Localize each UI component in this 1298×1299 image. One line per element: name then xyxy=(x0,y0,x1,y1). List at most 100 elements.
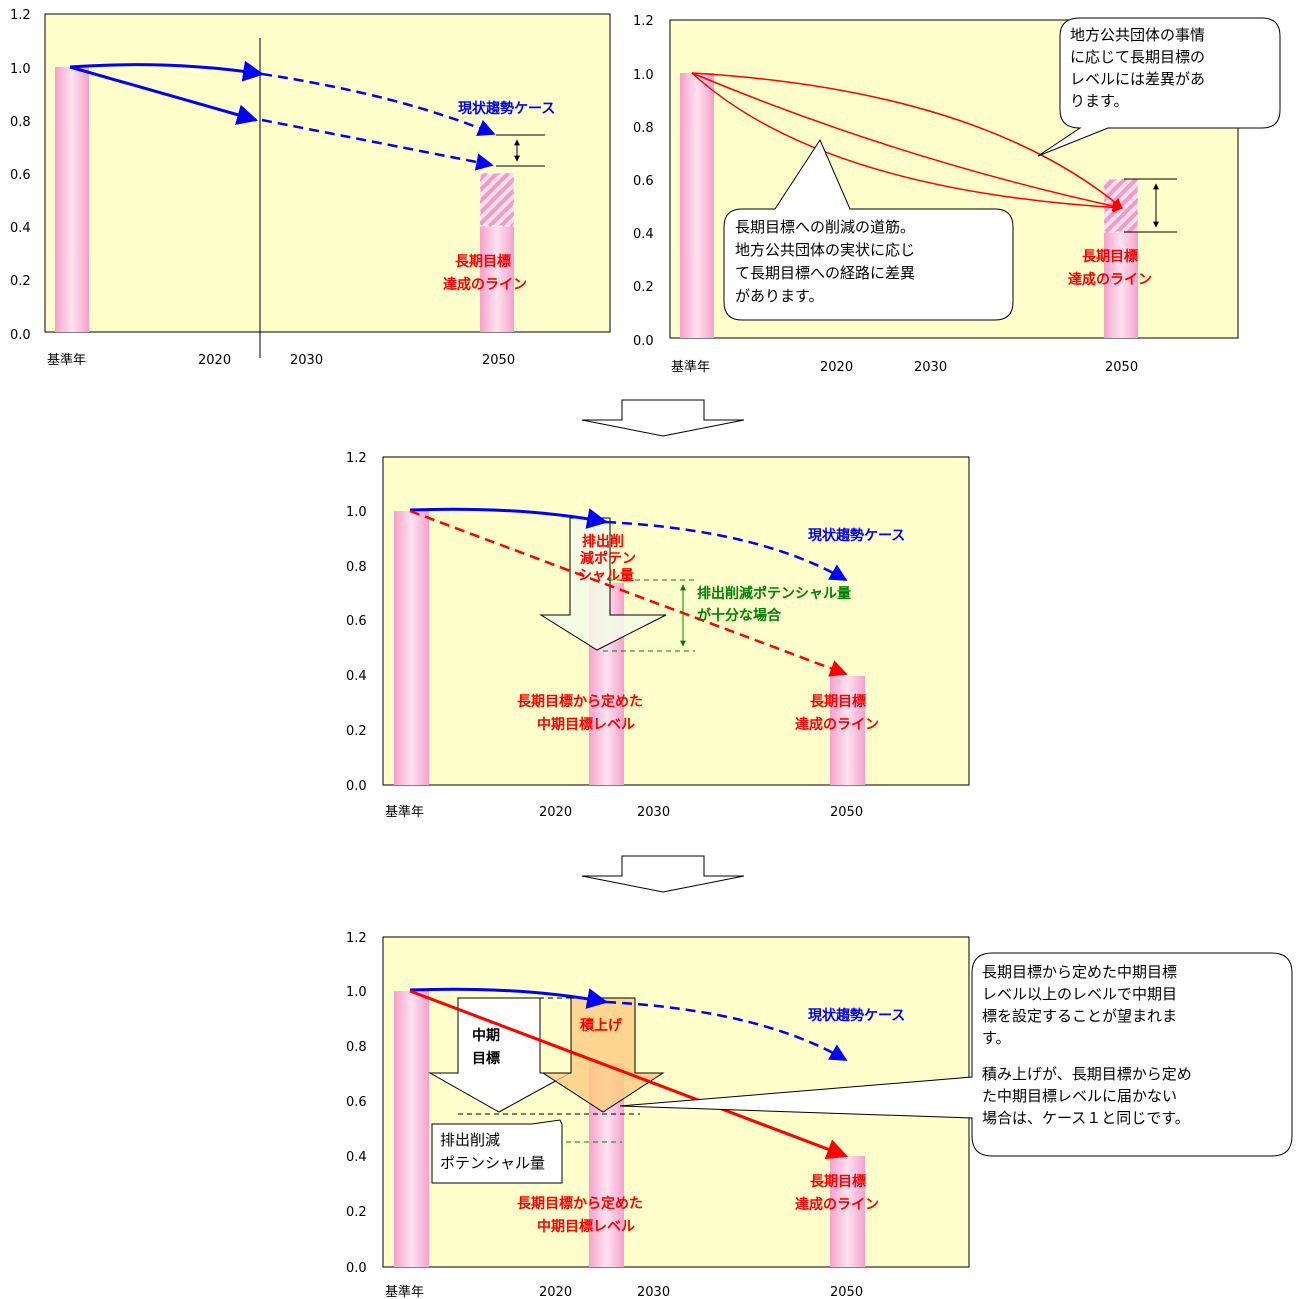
y-tick: 0.4 xyxy=(346,1150,367,1165)
x-tick: 2050 xyxy=(830,1285,863,1299)
trend-label: 現状趨勢ケース xyxy=(808,1007,905,1024)
bar-base-year xyxy=(55,67,89,332)
path-line-2 xyxy=(691,72,1124,212)
lower-line-dashed xyxy=(261,118,494,171)
y-tick: 0.6 xyxy=(633,174,654,189)
x-tick: 2050 xyxy=(482,353,515,368)
y-tick: 0.2 xyxy=(346,724,367,739)
bar-2050 xyxy=(830,676,865,785)
y-tick: 1.2 xyxy=(633,14,654,29)
mid-label-2: 中期目標レベル xyxy=(537,716,635,733)
target-label-2: 達成のライン xyxy=(443,276,527,293)
trend-line-dashed xyxy=(605,1000,848,1062)
callout-3-line: 標を設定することが望まれま xyxy=(982,1007,1177,1025)
target-label-1: 長期目標 xyxy=(810,693,866,710)
target-line-solid xyxy=(409,989,848,1160)
trend-line-solid xyxy=(409,507,609,529)
chart-3: 1.2 1.0 0.8 0.6 0.4 0.2 0.0 排出削 減ポテン シャル… xyxy=(346,451,970,820)
mid-arrow-label-2: 目標 xyxy=(472,1050,500,1067)
bar-base-year xyxy=(394,991,429,1267)
target-label-1: 長期目標 xyxy=(1082,248,1138,265)
y-tick: 0.0 xyxy=(346,1261,367,1276)
flow-arrow-down xyxy=(581,855,745,893)
potential-callout-line: 排出削減 xyxy=(440,1131,500,1149)
target-label-2: 達成のライン xyxy=(795,716,879,733)
callout-3-line: た中期目標レベルに届かない xyxy=(982,1087,1177,1105)
chart-2: 1.2 1.0 0.8 0.6 0.4 0.2 0.0 長期目標 達成のライン … xyxy=(633,14,1281,375)
target-label-2: 達成のライン xyxy=(1068,271,1152,288)
path-line-1 xyxy=(691,72,1123,209)
y-tick: 0.6 xyxy=(10,168,31,183)
x-tick: 基準年 xyxy=(385,1284,424,1299)
callout-1-line: ります。 xyxy=(1070,92,1129,110)
flow-arrow-down xyxy=(581,399,745,437)
y-tick: 1.0 xyxy=(633,68,654,83)
x-tick: 2020 xyxy=(539,805,572,820)
x-tick: 基準年 xyxy=(671,359,710,375)
callout-3-line: 場合は、ケース１と同じです。 xyxy=(982,1109,1190,1127)
x-tick-labels: 基準年 2020 2030 2050 xyxy=(385,1284,863,1299)
potential-callout xyxy=(431,1119,563,1184)
potential-label-1: 排出削減ポテンシャル量 xyxy=(697,585,851,602)
target-label-1: 長期目標 xyxy=(455,253,511,270)
y-tick: 0.4 xyxy=(10,221,31,236)
callout-2-line: 地方公共団体の実状に応じ xyxy=(735,241,915,259)
callout-2-line: があります。 xyxy=(735,287,824,305)
bar-base-year xyxy=(680,73,714,338)
callout-3-line: 長期目標から定めた中期目標 xyxy=(982,963,1177,981)
trend-line-solid xyxy=(69,60,265,82)
y-tick: 0.6 xyxy=(346,614,367,629)
y-tick: 0.0 xyxy=(346,779,367,794)
chart-1: 1.2 1.0 0.8 0.6 0.4 0.2 0.0 現状趨勢ケース 長期目標… xyxy=(10,8,611,368)
stack-arrow xyxy=(541,997,665,1113)
callout-2-line: 長期目標への削減の道筋。 xyxy=(735,218,915,236)
x-tick: 2030 xyxy=(637,1285,670,1299)
x-tick: 2020 xyxy=(198,353,231,368)
chart-4: 1.2 1.0 0.8 0.6 0.4 0.2 0.0 中期 目標 積上げ 現状… xyxy=(346,931,1293,1299)
y-tick-labels: 1.2 1.0 0.8 0.6 0.4 0.2 0.0 xyxy=(346,451,367,794)
mid-arrow-label-1: 中期 xyxy=(472,1027,500,1044)
x-tick: 2030 xyxy=(914,360,947,375)
y-tick: 0.8 xyxy=(10,115,31,130)
y-tick: 1.0 xyxy=(10,62,31,77)
callout-2 xyxy=(723,138,1014,321)
plot-area xyxy=(382,456,970,786)
target-label-2: 達成のライン xyxy=(795,1196,879,1213)
y-tick-labels: 1.2 1.0 0.8 0.6 0.4 0.2 0.0 xyxy=(10,8,31,343)
callout-3-line: レベル以上のレベルで中期目 xyxy=(982,985,1177,1003)
arrow-label-1: 排出削 xyxy=(582,533,624,550)
y-tick: 0.8 xyxy=(633,121,654,136)
bar-2050-range xyxy=(479,172,515,227)
arrow-label-2: 減ポテン xyxy=(580,550,636,567)
x-tick: 2030 xyxy=(637,805,670,820)
path-line-3 xyxy=(691,72,1124,213)
trend-line-dashed xyxy=(261,72,496,137)
y-tick-labels: 1.2 1.0 0.8 0.6 0.4 0.2 0.0 xyxy=(633,14,654,349)
y-tick: 1.2 xyxy=(346,451,367,466)
x-tick-labels: 基準年 2020 2030 2050 xyxy=(47,352,515,368)
y-tick: 1.0 xyxy=(346,985,367,1000)
x-tick: 2020 xyxy=(820,360,853,375)
y-tick: 0.2 xyxy=(10,274,31,289)
y-tick: 0.8 xyxy=(346,560,367,575)
x-tick: 2020 xyxy=(539,1285,572,1299)
y-tick: 0.0 xyxy=(633,334,654,349)
callout-1-line: に応じて長期目標の xyxy=(1070,48,1205,66)
target-label-1: 長期目標 xyxy=(810,1173,866,1190)
mid-label-2: 中期目標レベル xyxy=(537,1218,635,1235)
plot-area xyxy=(44,13,611,333)
y-tick: 1.0 xyxy=(346,505,367,520)
potential-callout-line: ポテンシャル量 xyxy=(440,1154,545,1172)
trend-label: 現状趨勢ケース xyxy=(808,527,905,544)
trend-line-solid xyxy=(409,987,609,1009)
y-tick: 1.2 xyxy=(346,931,367,946)
arrow-label-3: シャル量 xyxy=(578,568,634,584)
mid-label-1: 長期目標から定めた xyxy=(517,693,643,710)
x-tick-labels: 基準年 2020 2030 2050 xyxy=(671,359,1138,375)
x-tick: 基準年 xyxy=(385,804,424,820)
y-tick: 0.4 xyxy=(633,227,654,242)
reduction-arrow xyxy=(539,517,667,651)
callout-1-line: レベルには差異があ xyxy=(1070,70,1205,88)
trend-label: 現状趨勢ケース xyxy=(458,100,555,117)
